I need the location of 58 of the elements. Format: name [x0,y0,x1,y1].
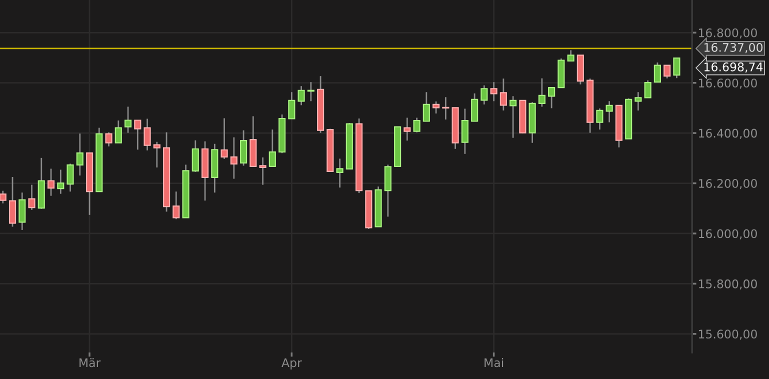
candlestick [404,117,411,142]
ref-line-label: 16.737,00 [704,42,763,54]
candlestick [336,158,344,188]
y-tick-label: 15.600,00 [698,330,757,340]
candlestick [480,84,488,106]
candlestick [268,128,276,168]
y-tick-label: 16.400,00 [698,128,757,139]
candlestick [240,130,248,166]
candlestick [490,81,498,102]
candlestick [230,136,238,180]
candlestick [153,141,160,168]
y-tick-label: 15.800,00 [698,279,757,290]
candlestick [114,120,122,144]
candlestick [510,95,517,139]
x-tick-label: Apr [282,358,302,370]
y-tick-label: 16.000,00 [698,229,757,240]
candlestick [220,118,228,160]
candlestick [76,132,84,176]
y-tick-label: 16.200,00 [698,178,757,190]
y-tick-label: 16.800,00 [698,28,757,38]
candlestick [259,156,266,186]
x-tick-label: Mai [484,358,504,368]
candlestick [0,190,6,204]
candlestick [471,92,478,122]
x-tick-label: Mär [80,358,101,368]
candlestick [644,80,652,98]
candlestick [596,108,604,130]
candlestick [8,176,16,228]
candlestick [298,85,305,106]
candlestick [606,100,613,123]
candlestick [105,132,112,148]
candlestick [134,120,142,150]
candlestick [673,57,680,79]
text: 16.698,74 [704,62,763,73]
candlestick [548,86,556,109]
candlestick [384,164,392,218]
candlestick [654,62,661,83]
candlestick [124,106,132,134]
candlestick [28,184,36,211]
candlestick [442,96,450,120]
candlestick [500,78,507,112]
candlestick [664,64,671,80]
candlestick [288,91,296,120]
candlestick [567,50,574,62]
candlestick [66,162,74,192]
candlestick [538,78,546,108]
candlestick [172,190,180,220]
candlestick [461,108,468,155]
candlestick [144,118,151,152]
candlestick [57,169,64,195]
candlestick [18,192,26,231]
candlestick [47,168,55,197]
candlestick [192,140,199,173]
candlestick [634,91,642,112]
candlestick [432,100,440,114]
candlestick [413,117,420,133]
y-tick-label: 16.600,00 [698,78,757,89]
candlestick [422,91,430,122]
